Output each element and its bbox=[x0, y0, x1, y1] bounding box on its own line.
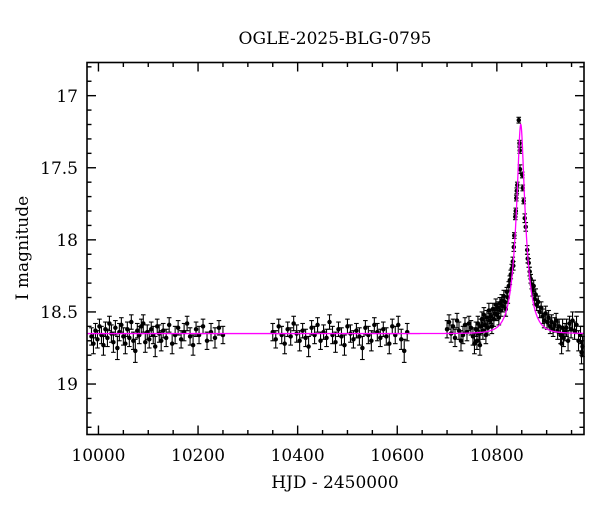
data-point bbox=[121, 334, 126, 339]
data-point bbox=[579, 350, 584, 355]
data-point bbox=[315, 322, 320, 328]
data-point bbox=[458, 338, 464, 344]
data-point bbox=[564, 325, 569, 331]
data-point bbox=[517, 148, 523, 153]
data-point bbox=[531, 283, 536, 289]
y-tick-label: 19 bbox=[56, 375, 78, 395]
data-point bbox=[115, 345, 120, 351]
data-point bbox=[95, 337, 100, 342]
data-point bbox=[111, 339, 116, 345]
data-point bbox=[327, 319, 332, 325]
data-point bbox=[148, 326, 154, 332]
data-point bbox=[91, 341, 96, 346]
data-point bbox=[113, 325, 118, 331]
data-point bbox=[152, 344, 158, 349]
data-point bbox=[390, 324, 395, 329]
data-point bbox=[565, 338, 571, 344]
data-point bbox=[572, 328, 577, 333]
data-point bbox=[212, 335, 218, 341]
data-point bbox=[123, 341, 128, 346]
data-point bbox=[369, 338, 374, 344]
data-point bbox=[324, 335, 329, 341]
data-point bbox=[466, 321, 472, 326]
data-point bbox=[166, 322, 172, 328]
data-point bbox=[135, 328, 140, 333]
data-point bbox=[512, 233, 517, 238]
data-point bbox=[169, 341, 175, 346]
x-tick-label: 10600 bbox=[370, 446, 424, 466]
y-tick-label: 18.5 bbox=[40, 303, 78, 323]
x-tick-label: 10400 bbox=[271, 446, 325, 466]
data-point bbox=[204, 338, 210, 344]
plot-frame bbox=[86, 61, 585, 436]
data-point bbox=[574, 322, 579, 328]
data-point bbox=[288, 334, 293, 339]
data-point bbox=[395, 322, 401, 328]
data-point bbox=[559, 341, 564, 346]
data-point bbox=[89, 334, 94, 339]
data-point bbox=[105, 335, 110, 341]
data-point bbox=[297, 338, 302, 344]
data-point bbox=[146, 337, 152, 342]
data-point bbox=[450, 324, 456, 329]
data-point bbox=[354, 328, 359, 333]
plot-content: 10000 10200 10400 10600 10800 17 17.5 18 18.5 19 bbox=[40, 62, 585, 466]
data-point bbox=[193, 326, 199, 332]
data-point bbox=[401, 348, 407, 354]
data-point bbox=[452, 335, 458, 341]
x-tick-label: 10200 bbox=[171, 446, 225, 466]
x-tick-label: 10800 bbox=[470, 446, 524, 466]
data-point bbox=[200, 324, 206, 329]
plot-title: OGLE-2025-BLG-0795 bbox=[239, 29, 432, 49]
data-point bbox=[446, 319, 452, 325]
data-point bbox=[517, 166, 523, 172]
data-point bbox=[516, 117, 522, 123]
data-point bbox=[101, 342, 106, 348]
data-point bbox=[127, 335, 132, 341]
x-tick-label: 10000 bbox=[71, 446, 125, 466]
data-point bbox=[333, 339, 338, 345]
data-point bbox=[141, 321, 146, 326]
data-point bbox=[360, 345, 365, 351]
data-point bbox=[398, 337, 404, 342]
data-point bbox=[481, 312, 487, 318]
data-point bbox=[282, 341, 287, 346]
data-point bbox=[342, 342, 347, 348]
data-point bbox=[387, 341, 392, 346]
data-point bbox=[158, 338, 164, 344]
data-point bbox=[535, 299, 541, 305]
data-point bbox=[143, 339, 148, 345]
data-point bbox=[119, 322, 124, 328]
y-tick-label: 17 bbox=[56, 87, 78, 107]
data-point bbox=[477, 342, 483, 348]
data-point bbox=[276, 324, 281, 329]
data-point bbox=[175, 325, 181, 331]
y-tick-label: 17.5 bbox=[40, 159, 78, 179]
data-point bbox=[163, 335, 169, 341]
data-point bbox=[216, 325, 222, 331]
data-point bbox=[133, 348, 138, 354]
data-point bbox=[129, 319, 134, 325]
data-point bbox=[306, 344, 311, 349]
data-point bbox=[184, 321, 190, 326]
y-axis-label: I magnitude bbox=[13, 196, 33, 300]
data-point bbox=[273, 337, 278, 342]
data-point bbox=[357, 334, 362, 339]
data-point bbox=[190, 342, 196, 348]
data-point bbox=[384, 334, 389, 339]
model-curve bbox=[87, 123, 585, 335]
y-tick-label: 18 bbox=[56, 231, 78, 251]
data-point bbox=[576, 338, 581, 344]
x-axis-label: HJD - 2450000 bbox=[271, 473, 399, 493]
data-point bbox=[513, 214, 518, 220]
data-point bbox=[522, 215, 527, 221]
